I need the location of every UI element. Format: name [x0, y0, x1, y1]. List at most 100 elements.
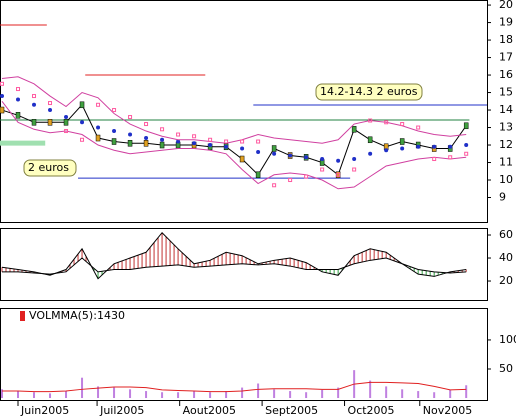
volume-bar [385, 386, 388, 399]
annotation-box [315, 83, 423, 101]
candle [239, 155, 245, 163]
y-tick-label: 14 [499, 103, 513, 116]
volume-bar [145, 391, 148, 399]
ma-dot [176, 139, 181, 144]
ma-dot [288, 153, 293, 158]
candle [95, 134, 101, 142]
oscillator-line [2, 257, 467, 275]
annotation: 2 euros [28, 161, 69, 174]
sar-dot [128, 115, 133, 120]
legend-value: 1430 [97, 309, 125, 322]
y-tick-label: 60 [499, 228, 513, 241]
volume-bar [177, 392, 180, 399]
volume-bar [337, 387, 340, 399]
ma-dot [0, 94, 5, 99]
ma-dot [112, 129, 117, 134]
volume-bar [113, 387, 116, 399]
volume-bar [97, 386, 100, 399]
sar-dot [80, 137, 85, 142]
x-tick-label: Sept2005 [265, 404, 318, 417]
ma-dot [352, 157, 357, 162]
sar-dot [0, 81, 5, 86]
ma-dot [320, 157, 325, 162]
volume-bar [305, 392, 308, 399]
ma-dot [368, 151, 373, 156]
sar-dot [352, 167, 357, 172]
volume-bar [33, 392, 36, 399]
y-tick-label: 20 [499, 274, 513, 287]
price-line [1, 103, 467, 176]
ma-dot [304, 155, 309, 160]
y-tick-label: 16 [499, 68, 513, 81]
volume-bar [273, 389, 276, 399]
volume-bar [49, 393, 52, 399]
ma-dot [448, 144, 453, 149]
sar-dot [288, 178, 293, 183]
x-tick-label: Oct2005 [348, 404, 395, 417]
candle [47, 119, 53, 126]
volume-bar [65, 391, 68, 399]
sar-dot [96, 102, 101, 107]
ma-dot [256, 150, 261, 155]
volume-bar [193, 391, 196, 399]
sar-dot [384, 120, 389, 125]
oscillator-line [1, 231, 467, 280]
sar-dot [336, 172, 341, 177]
plot-area [0, 24, 487, 190]
y-tick-label: 100 [499, 333, 516, 346]
volume-bar [401, 389, 404, 399]
y-tick-label: 19 [499, 16, 513, 29]
volume-bar [289, 391, 292, 399]
sar-dot [256, 139, 261, 144]
y-tick-label: 12 [499, 138, 513, 151]
ma-dot [160, 137, 165, 142]
y-tick-label: 13 [499, 121, 513, 134]
volume-bar [225, 391, 228, 399]
y-tick-label: 17 [499, 51, 513, 64]
ma-dot [48, 108, 53, 113]
sar-dot [224, 139, 229, 144]
sar-dot [48, 101, 53, 106]
candle [367, 136, 373, 144]
ma-dot [224, 144, 229, 149]
candle [255, 171, 261, 179]
ma-dot [272, 151, 277, 156]
bollinger-band [1, 76, 467, 144]
bollinger-band [1, 100, 467, 190]
panel-frame [0, 228, 488, 301]
sar-dot [160, 127, 165, 132]
y-tick-label: 15 [499, 86, 513, 99]
sar-dot [448, 155, 453, 160]
sar-dot [464, 151, 469, 156]
x-tick-label: Aout2005 [183, 404, 236, 417]
sar-dot [400, 122, 405, 127]
ma-dot [208, 143, 213, 148]
volume-bar [241, 387, 244, 399]
volume-bar [81, 377, 84, 399]
sar-dot [64, 129, 69, 134]
ma-dot [240, 146, 245, 151]
x-tick-label: Nov2005 [423, 404, 472, 417]
ma-dot [144, 136, 149, 141]
volume-bar [449, 389, 452, 399]
candle [351, 126, 357, 133]
y-tick-label: 50 [499, 362, 513, 375]
sar-dot [304, 174, 309, 179]
ma-dot [336, 158, 341, 163]
sar-dot [416, 125, 421, 130]
volume-bar [465, 385, 468, 399]
ma-dot [400, 146, 405, 151]
candle [143, 140, 149, 147]
sar-dot [432, 157, 437, 162]
candle [63, 119, 69, 126]
sar-dot [176, 132, 181, 137]
volume-bar [129, 389, 132, 399]
volume-bar [17, 391, 20, 399]
volume-bar [1, 389, 4, 399]
ma-dot [128, 132, 133, 137]
y-tick-label: 18 [499, 33, 513, 46]
panel-frame [0, 308, 488, 401]
volume-bar [433, 392, 436, 399]
